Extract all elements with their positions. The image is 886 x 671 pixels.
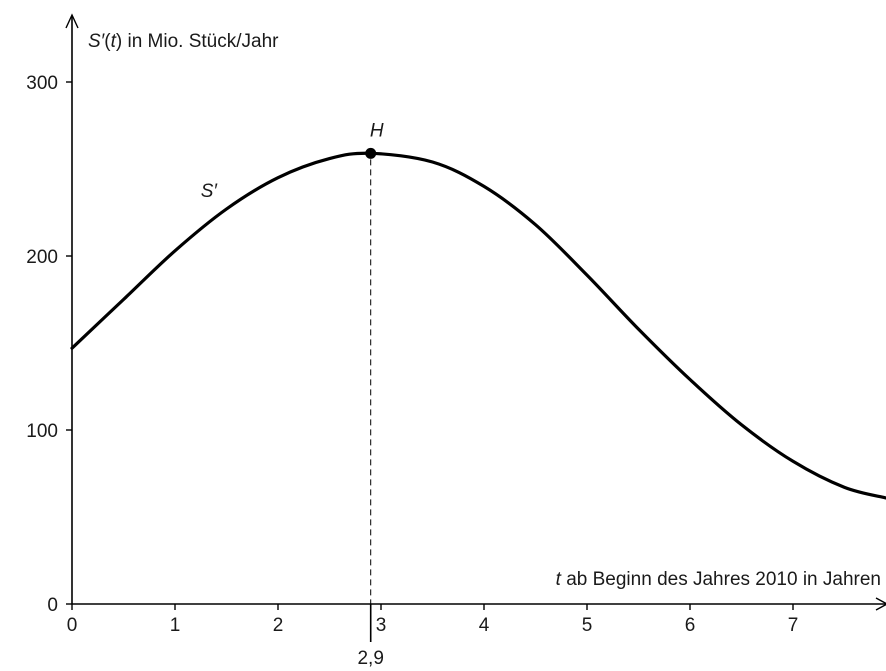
curve-label: S′ [201,181,219,202]
y-axis [66,15,78,604]
maximum-point-h [365,148,376,159]
y-tick-label-0: 0 [47,595,58,616]
y-ticks: 0 100 200 300 [26,73,72,616]
x-tick-label-1: 1 [170,615,181,636]
y-axis-label: S′(t) in Mio. Stück/Jahr [88,31,279,52]
x-tick-label-5: 5 [582,615,593,636]
x-tick-label-0: 0 [67,615,78,636]
y-tick-label-2: 200 [26,247,58,268]
x-tick-label-2: 2 [273,615,284,636]
x-tick-label-7: 7 [788,615,799,636]
x-tick-label-6: 6 [685,615,696,636]
x-tick-label-4: 4 [479,615,490,636]
y-tick-label-3: 300 [26,73,58,94]
x-axis-label: t ab Beginn des Jahres 2010 in Jahren [556,569,881,590]
x-ticks: 0 1 2 3 4 5 6 7 [67,604,799,636]
series-line-s-prime [72,153,886,498]
maximum-point-label: H [370,120,384,141]
x-tick-label-3: 3 [376,615,387,636]
x-axis [72,598,886,610]
y-tick-label-1: 100 [26,421,58,442]
maximum-x-label: 2,9 [357,648,383,669]
